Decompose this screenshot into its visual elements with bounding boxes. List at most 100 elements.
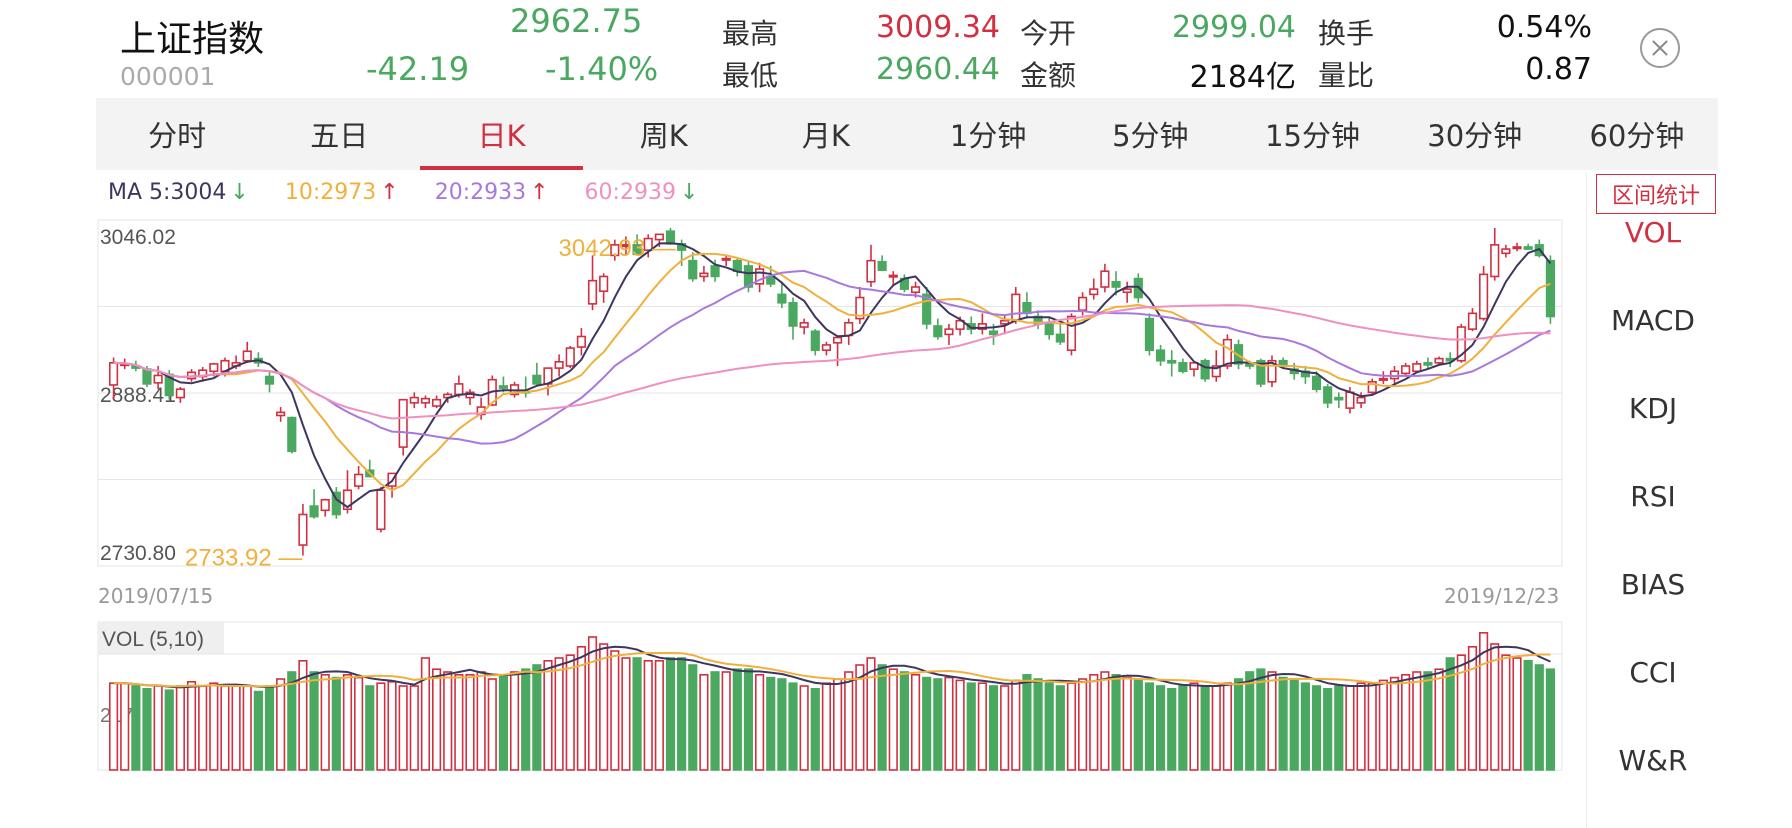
- range-stats-button[interactable]: 区间统计: [1596, 174, 1716, 214]
- tab-5[interactable]: 1分钟: [949, 119, 1027, 153]
- volume-bar: [777, 678, 787, 771]
- indicator-rsi[interactable]: RSI: [1630, 480, 1676, 513]
- volume-bar: [1011, 679, 1021, 771]
- volume-bar: [743, 668, 754, 771]
- candle-body: [944, 328, 954, 336]
- indicator-bias[interactable]: BIAS: [1620, 568, 1686, 601]
- volume-bar: [621, 657, 631, 771]
- candle-body: [454, 383, 464, 396]
- candle-body: [810, 330, 820, 351]
- candle-body: [298, 513, 308, 546]
- volume-bar: [866, 657, 876, 771]
- candle-body: [1479, 273, 1489, 320]
- indicator-kdj[interactable]: KDJ: [1628, 392, 1678, 425]
- candle-body: [1467, 312, 1478, 330]
- candle-body: [1523, 246, 1533, 250]
- candle-body: [1311, 375, 1322, 390]
- indicator-vol[interactable]: VOL: [1624, 216, 1682, 249]
- y-tick-label: 2888.41: [100, 384, 176, 407]
- volume-bar: [131, 685, 141, 771]
- ma-legend-text: 20:2933: [434, 180, 527, 205]
- candle-body: [1401, 365, 1411, 375]
- tab-3[interactable]: 周K: [639, 119, 688, 153]
- stock-name: 上证指数: [120, 19, 265, 60]
- tab-7[interactable]: 15分钟: [1265, 119, 1360, 153]
- volume-bar: [1523, 659, 1533, 771]
- volume-bar: [1256, 668, 1266, 771]
- volume-bar: [877, 664, 887, 771]
- volume-bar: [287, 671, 297, 771]
- candle-body: [287, 416, 297, 453]
- tab-2[interactable]: 日K: [420, 98, 583, 170]
- volume-bar: [298, 659, 308, 771]
- candle-body: [409, 396, 419, 404]
- candle-body: [431, 398, 442, 407]
- volume-bar: [977, 682, 987, 771]
- volume-bar: [420, 657, 431, 771]
- candle-body: [821, 344, 832, 351]
- candle-body: [1011, 293, 1021, 322]
- volume-bar: [988, 685, 999, 771]
- volume-bar: [576, 645, 586, 771]
- volume-bar: [1000, 685, 1010, 771]
- indicator-w-r[interactable]: W&R: [1618, 744, 1688, 777]
- candle-body: [1211, 365, 1221, 378]
- ma-legend-item-0: MA 5:3004 ↓: [108, 180, 267, 205]
- volume-bar: [309, 671, 319, 771]
- ma-trend-arrow-icon: ↑: [530, 180, 549, 205]
- volume-bar: [1178, 685, 1188, 771]
- volume-bar: [755, 673, 765, 771]
- volume-bar: [1211, 685, 1221, 771]
- volume-bar: [933, 678, 943, 771]
- volume-bar: [1066, 682, 1077, 771]
- volume-bar: [1167, 687, 1177, 771]
- candle-body: [1055, 333, 1065, 343]
- ma-legend-text: 60:2939: [584, 180, 676, 205]
- ma-legend: MA 5:3004 ↓ 10:2973 ↑ 20:2933 ↑ 60:2939 ↓: [108, 180, 734, 205]
- tab-0[interactable]: 分时: [148, 119, 207, 153]
- candle-body: [1178, 362, 1188, 373]
- tab-6[interactable]: 5分钟: [1112, 119, 1189, 153]
- candle-body: [643, 237, 653, 251]
- volume-bar: [1345, 685, 1355, 771]
- candle-body: [565, 347, 575, 367]
- candle-body: [1423, 362, 1433, 366]
- tab-4[interactable]: 月K: [801, 119, 850, 153]
- tab-1[interactable]: 五日: [310, 119, 369, 153]
- indicator-macd[interactable]: MACD: [1611, 304, 1695, 337]
- volume-bar: [186, 680, 197, 771]
- volume-bar: [465, 673, 475, 771]
- candle-body: [799, 322, 809, 328]
- volume-bar: [1300, 682, 1310, 771]
- volume-bar: [431, 668, 442, 771]
- close-icon[interactable]: [1640, 28, 1680, 68]
- volume-bar: [476, 671, 486, 771]
- volume-bar: [387, 680, 397, 771]
- volume-bar: [955, 679, 965, 771]
- candle-body: [309, 505, 319, 518]
- volume-bar: [354, 676, 364, 771]
- indicator-cci[interactable]: CCI: [1629, 656, 1677, 689]
- stat-turnover-label: 换手: [1318, 17, 1375, 50]
- volume-bar: [498, 673, 509, 771]
- candle-body: [1256, 359, 1266, 385]
- price-change-pct: -1.40%: [545, 50, 659, 88]
- volume-bar: [1111, 673, 1121, 771]
- volume-bar: [409, 685, 419, 771]
- volume-bar: [677, 657, 687, 771]
- candle-body: [977, 323, 987, 330]
- candle-body: [832, 336, 843, 344]
- tab-9[interactable]: 60分钟: [1589, 119, 1685, 153]
- candle-body: [1222, 338, 1233, 367]
- candle-body: [1367, 380, 1377, 394]
- volume-bar: [654, 659, 664, 771]
- candle-body: [1434, 357, 1444, 364]
- volume-bar: [1100, 671, 1110, 771]
- volume-bar: [487, 678, 497, 771]
- volume-bar: [521, 668, 531, 771]
- tab-8[interactable]: 30分钟: [1427, 119, 1523, 153]
- ma-legend-item-2: 20:2933 ↑: [435, 180, 567, 205]
- stat-turnover-value: 0.54%: [1496, 10, 1592, 45]
- candle-body: [1389, 370, 1400, 380]
- volume-bar: [632, 657, 642, 771]
